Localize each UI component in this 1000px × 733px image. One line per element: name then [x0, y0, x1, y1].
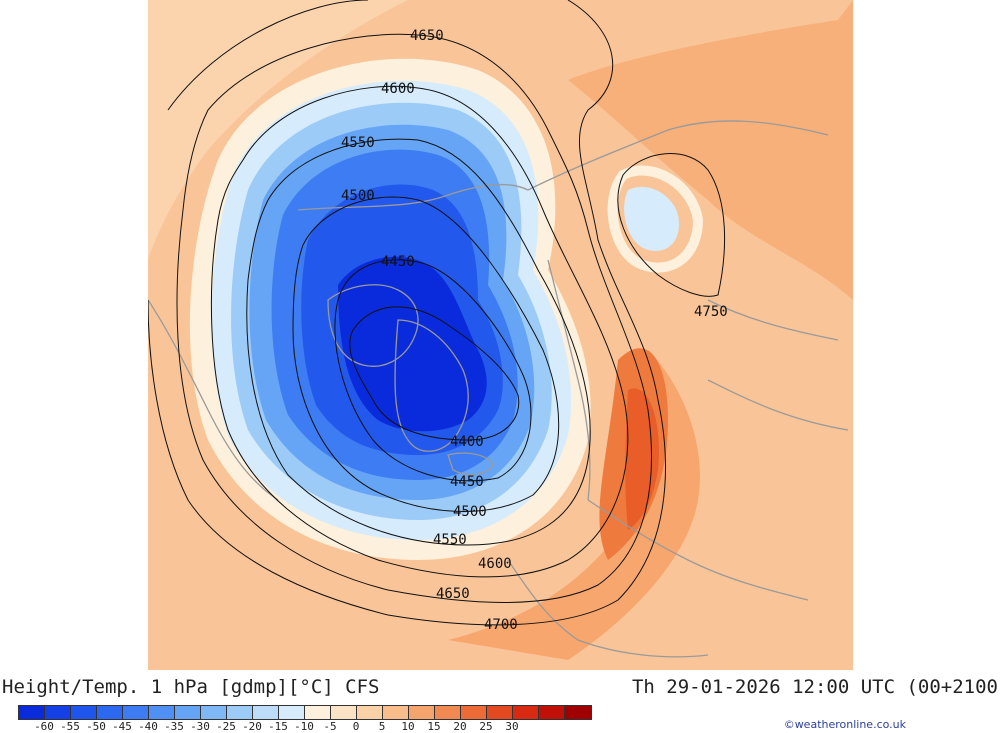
color-legend-tick: 10 — [401, 720, 415, 733]
coast-alaska-siberia — [297, 183, 529, 211]
contour-label-4600-b: 4600 — [478, 556, 512, 572]
border-asia — [707, 299, 839, 341]
color-legend-swatch — [253, 706, 279, 719]
color-legend-swatch — [487, 706, 513, 719]
color-legend-tick: 30 — [505, 720, 519, 733]
color-legend-swatch — [149, 706, 175, 719]
coast-mediterranean — [507, 559, 709, 658]
contour-label-4550-b: 4550 — [433, 532, 467, 548]
contour-label-4450-a: 4450 — [381, 254, 415, 270]
border-asia-2 — [707, 379, 849, 431]
contour-4500 — [292, 196, 560, 512]
color-legend-tick: -15 — [268, 720, 288, 733]
color-legend-tick: -60 — [34, 720, 54, 733]
contour-label-4500-b: 4500 — [453, 504, 487, 520]
contour-label-4650-a: 4650 — [410, 28, 444, 44]
color-legend-swatch — [227, 706, 253, 719]
color-legend-tick: -25 — [216, 720, 236, 733]
color-legend-swatch — [383, 706, 409, 719]
map-valid-time: Th 29-01-2026 12:00 UTC (00+2100 — [631, 676, 998, 698]
weather-map: 4400 4450 4450 4500 4500 4550 4550 4600 … — [148, 0, 853, 670]
contour-label-4550-a: 4550 — [341, 135, 375, 151]
coast-iceland — [447, 452, 494, 476]
contour-label-4650-b: 4650 — [436, 586, 470, 602]
color-legend-swatch — [357, 706, 383, 719]
color-legend-swatch — [513, 706, 539, 719]
contour-4650 — [176, 33, 652, 603]
contour-4450 — [334, 259, 532, 482]
color-legend-ticks: -60 -55 -50 -45 -40 -35 -30 -25 -20 -15 -10 -5 0 5 10 1… — [18, 720, 578, 733]
color-legend-tick: 5 — [378, 720, 386, 733]
coast-siberia-north — [527, 120, 829, 191]
contour-label-4400: 4400 — [450, 434, 484, 450]
contour-label-4450-b: 4450 — [450, 474, 484, 490]
cold-blob-halo — [607, 165, 704, 273]
contour-4750 — [617, 153, 726, 297]
contour-labels: 4400 4450 4450 4500 4500 4550 4550 4600 … — [341, 28, 728, 633]
map-svg: 4400 4450 4450 4500 4500 4550 4550 4600 … — [148, 0, 853, 670]
coast-north-america-west — [148, 299, 279, 501]
warm-region-south — [448, 350, 700, 660]
color-legend-swatch — [19, 706, 45, 719]
coast-canada-arctic — [327, 284, 419, 367]
height-contours — [148, 0, 726, 626]
color-legend-swatch — [305, 706, 331, 719]
color-legend-swatch — [539, 706, 565, 719]
color-legend-tick: -30 — [190, 720, 210, 733]
color-legend-swatch — [461, 706, 487, 719]
color-legend-swatch — [409, 706, 435, 719]
contour-4550 — [246, 138, 591, 546]
cold-blob-siberia — [624, 186, 679, 251]
color-legend-tick: -50 — [86, 720, 106, 733]
credit-text: ©weatheronline.co.uk — [783, 718, 906, 731]
contour-4700 — [148, 0, 666, 626]
pale-region-nw — [148, 0, 408, 260]
color-legend-tick: -35 — [164, 720, 184, 733]
vortex-core — [338, 256, 487, 432]
color-legend-tick: 15 — [427, 720, 441, 733]
contour-label-4750: 4750 — [694, 304, 728, 320]
color-legend-tick: 25 — [479, 720, 493, 733]
color-legend-swatch — [279, 706, 305, 719]
color-legend-swatch — [201, 706, 227, 719]
hot-core-europe — [625, 388, 659, 530]
color-legend-tick: -40 — [138, 720, 158, 733]
color-legend-swatch — [71, 706, 97, 719]
coastlines — [148, 120, 849, 658]
color-legend-tick: -45 — [112, 720, 132, 733]
color-legend-tick: 20 — [453, 720, 467, 733]
color-legend-tick: -55 — [60, 720, 80, 733]
contour-4400 — [349, 306, 520, 441]
color-legend-tick: -5 — [323, 720, 337, 733]
color-legend — [18, 705, 592, 720]
color-legend-swatch — [435, 706, 461, 719]
color-legend-swatch — [331, 706, 357, 719]
color-legend-swatch — [123, 706, 149, 719]
color-legend-tick: -10 — [294, 720, 314, 733]
warm-region-north — [568, 0, 853, 300]
coast-europe — [587, 499, 809, 601]
contour-label-4700: 4700 — [484, 617, 518, 633]
contour-label-4600-a: 4600 — [381, 81, 415, 97]
color-legend-tick: -20 — [242, 720, 262, 733]
color-legend-tick: 0 — [352, 720, 360, 733]
coast-scandinavia — [547, 259, 591, 501]
contour-4600 — [210, 85, 629, 578]
color-legend-swatch — [175, 706, 201, 719]
color-legend-swatch — [45, 706, 71, 719]
color-legend-swatch — [97, 706, 123, 719]
contour-label-4500-a: 4500 — [341, 188, 375, 204]
map-title: Height/Temp. 1 hPa [gdmp][°C] CFS — [2, 676, 380, 698]
color-legend-swatch — [565, 706, 591, 719]
